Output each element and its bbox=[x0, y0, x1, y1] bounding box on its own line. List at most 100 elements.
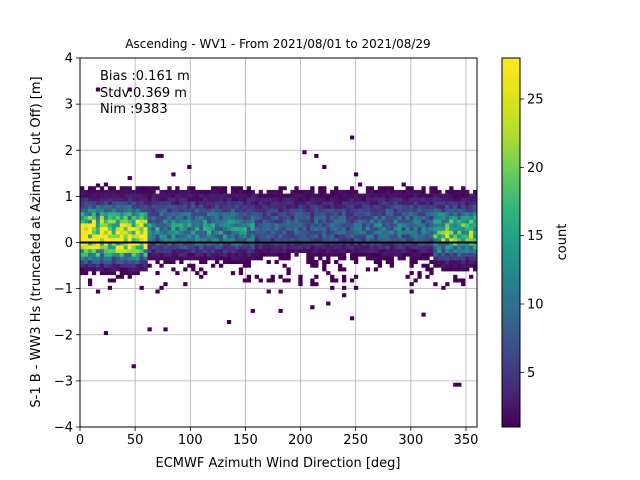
heatmap-cell bbox=[421, 245, 426, 250]
heatmap-cell bbox=[119, 267, 124, 272]
heatmap-cell bbox=[147, 200, 152, 205]
heatmap-cell bbox=[409, 245, 414, 250]
heatmap-cell bbox=[195, 271, 200, 276]
heatmap-cell bbox=[425, 263, 430, 268]
heatmap-cell bbox=[429, 237, 434, 242]
heatmap-cell bbox=[246, 197, 252, 202]
heatmap-cell bbox=[433, 241, 438, 246]
heatmap-cell bbox=[298, 230, 303, 235]
heatmap-cell bbox=[203, 208, 208, 213]
heatmap-cell bbox=[469, 260, 474, 265]
heatmap-cell bbox=[87, 256, 93, 261]
heatmap-cell bbox=[80, 223, 85, 228]
heatmap-cell bbox=[441, 230, 446, 235]
heatmap-cell bbox=[179, 219, 184, 224]
heatmap-cell bbox=[441, 267, 446, 272]
heatmap-cell bbox=[187, 230, 192, 235]
heatmap-cell bbox=[449, 245, 454, 250]
heatmap-cell bbox=[123, 212, 128, 217]
heatmap-cell bbox=[115, 212, 120, 217]
heatmap-cell bbox=[377, 204, 383, 209]
heatmap-cell bbox=[199, 234, 204, 239]
heatmap-cell bbox=[262, 237, 267, 242]
heatmap-cell bbox=[401, 226, 406, 231]
heatmap-cell bbox=[91, 212, 97, 217]
heatmap-cell bbox=[330, 204, 335, 209]
heatmap-cell bbox=[278, 230, 283, 235]
heatmap-cell bbox=[143, 215, 148, 220]
heatmap-cell bbox=[143, 200, 148, 205]
heatmap-cell bbox=[453, 212, 458, 217]
heatmap-cell bbox=[473, 189, 477, 194]
heatmap-cell bbox=[401, 219, 406, 224]
heatmap-cell bbox=[123, 186, 128, 191]
heatmap-cell bbox=[453, 260, 458, 265]
heatmap-cell bbox=[242, 204, 248, 209]
heatmap-cell bbox=[95, 208, 101, 213]
heatmap-cell bbox=[330, 234, 335, 239]
heatmap-cell bbox=[163, 212, 168, 217]
heatmap-cells bbox=[80, 87, 477, 387]
heatmap-cell bbox=[469, 226, 474, 231]
heatmap-cell bbox=[91, 223, 97, 228]
heatmap-cell bbox=[159, 197, 164, 202]
heatmap-cell bbox=[195, 193, 200, 198]
heatmap-cell bbox=[330, 215, 335, 220]
heatmap-outlier-cell bbox=[171, 172, 176, 177]
heatmap-cell bbox=[401, 212, 406, 217]
heatmap-cell bbox=[298, 200, 303, 205]
heatmap-cell bbox=[421, 186, 426, 191]
heatmap-cell bbox=[345, 215, 351, 220]
heatmap-cell bbox=[103, 215, 109, 220]
heatmap-cell bbox=[123, 189, 128, 194]
heatmap-cell bbox=[298, 212, 303, 217]
heatmap-cell bbox=[302, 212, 307, 217]
heatmap-cell bbox=[87, 215, 93, 220]
heatmap-cell bbox=[445, 267, 450, 272]
heatmap-cell bbox=[226, 204, 232, 209]
heatmap-cell bbox=[322, 260, 327, 265]
heatmap-cell bbox=[214, 212, 220, 217]
heatmap-cell bbox=[211, 215, 216, 220]
heatmap-cell bbox=[151, 197, 156, 202]
heatmap-outlier-cell bbox=[103, 331, 109, 336]
heatmap-cell bbox=[294, 208, 299, 213]
heatmap-cell bbox=[107, 223, 113, 228]
heatmap-cell bbox=[393, 215, 398, 220]
heatmap-cell bbox=[195, 189, 200, 194]
heatmap-cell bbox=[274, 245, 279, 250]
heatmap-cell bbox=[353, 234, 359, 239]
heatmap-cell bbox=[389, 237, 394, 242]
heatmap-cell bbox=[421, 234, 426, 239]
heatmap-cell bbox=[175, 215, 180, 220]
heatmap-cell bbox=[207, 208, 212, 213]
heatmap-cell bbox=[107, 252, 113, 257]
heatmap-cell bbox=[123, 197, 128, 202]
heatmap-cell bbox=[155, 204, 160, 209]
heatmap-cell bbox=[389, 252, 394, 257]
heatmap-cell bbox=[385, 219, 390, 224]
heatmap-cell bbox=[111, 200, 117, 205]
heatmap-cell bbox=[310, 189, 315, 194]
heatmap-cell bbox=[226, 256, 232, 261]
y-tick-label: −3 bbox=[54, 374, 73, 389]
heatmap-cell bbox=[171, 260, 176, 265]
heatmap-cell bbox=[425, 234, 430, 239]
heatmap-cell bbox=[465, 256, 470, 261]
heatmap-cell bbox=[345, 248, 351, 253]
heatmap-cell bbox=[361, 226, 367, 231]
heatmap-cell bbox=[441, 200, 446, 205]
heatmap-cell bbox=[111, 252, 117, 257]
heatmap-cell bbox=[282, 200, 287, 205]
heatmap-cell bbox=[445, 263, 450, 268]
y-tick-label: 0 bbox=[65, 236, 73, 251]
heatmap-cell bbox=[187, 241, 192, 246]
heatmap-cell bbox=[155, 226, 160, 231]
heatmap-cell bbox=[393, 193, 398, 198]
heatmap-cell bbox=[119, 215, 124, 220]
heatmap-cell bbox=[191, 230, 196, 235]
heatmap-cell bbox=[286, 226, 291, 231]
heatmap-cell bbox=[429, 241, 434, 246]
heatmap-cell bbox=[107, 197, 113, 202]
heatmap-cell bbox=[326, 271, 331, 276]
